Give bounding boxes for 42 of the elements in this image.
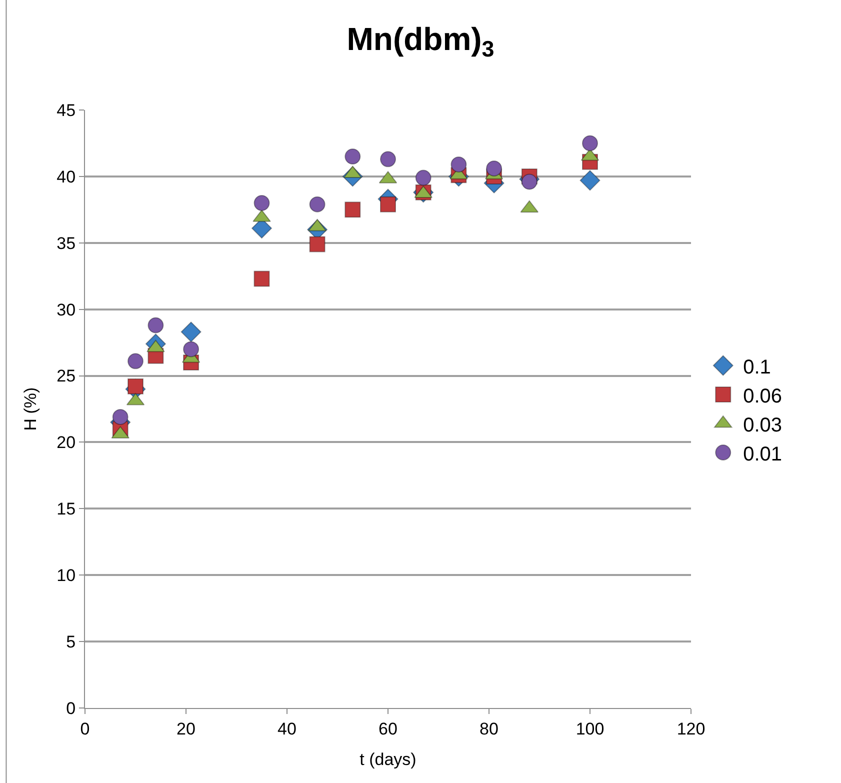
y-tick-label: 30 [56, 300, 76, 320]
y-tick-label: 5 [66, 632, 76, 652]
y-axis-title: H (%) [21, 387, 40, 431]
point [112, 408, 128, 425]
point [180, 322, 202, 342]
point [582, 135, 598, 152]
x-tick-label: 40 [278, 719, 296, 738]
x-tick-label: 120 [676, 719, 706, 738]
point [380, 196, 396, 212]
point [380, 151, 396, 168]
point [254, 270, 270, 287]
legend-label: 0.06 [743, 385, 782, 408]
y-tick-label: 15 [56, 500, 76, 519]
legend-label: 0.01 [743, 443, 782, 466]
x-tick-label: 0 [80, 719, 90, 738]
y-tick-label: 20 [56, 433, 76, 452]
x-tick-label: 100 [576, 719, 604, 738]
chart-title: Mn(dbm)$_{3}$ [346, 20, 494, 62]
x-tick-label: 20 [176, 719, 196, 738]
x-tick-label: 60 [378, 719, 398, 738]
point [254, 195, 270, 212]
point [309, 236, 326, 252]
legend-label: 0.1 [743, 356, 771, 378]
legend-label: 0.03 [743, 414, 782, 436]
point [415, 170, 432, 186]
y-tick-label: 0 [66, 698, 76, 718]
point [128, 353, 144, 370]
point [183, 341, 200, 358]
point [309, 196, 326, 212]
y-tick-label: 25 [56, 366, 76, 386]
point [486, 160, 502, 176]
y-tick-label: 10 [56, 566, 76, 586]
x-tick-label: 80 [480, 719, 498, 738]
point [450, 156, 467, 172]
point [148, 317, 164, 334]
y-tick-label: 45 [56, 100, 76, 120]
point [344, 202, 361, 218]
x-axis-title: t (days) [360, 750, 416, 769]
y-tick-label: 35 [56, 234, 76, 253]
point [580, 170, 600, 191]
y-tick-label: 40 [56, 167, 76, 186]
point [344, 148, 361, 165]
